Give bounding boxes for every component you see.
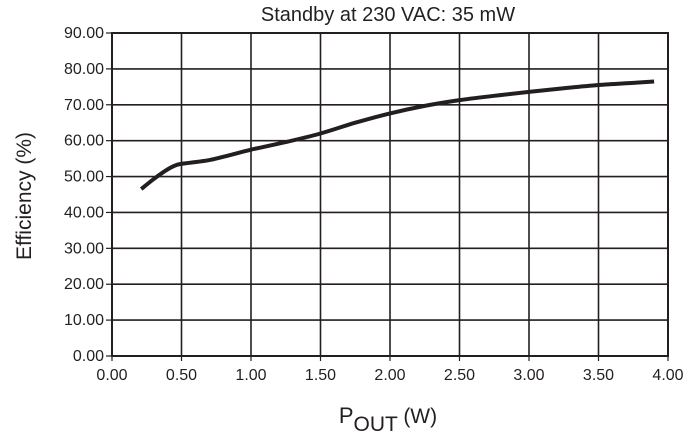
y-tick-labels: 0.00 10.00 20.00 30.00 40.00 50.00 60.00 70.00 8… [64, 25, 104, 365]
series-layer [139, 79, 655, 191]
y-tick-label: 90.00 [64, 25, 104, 42]
x-tick-label: 0.50 [166, 367, 197, 384]
y-tick-label: 80.00 [64, 61, 104, 78]
x-tick-label: 2.50 [444, 367, 475, 384]
axis-ticks [106, 32, 669, 361]
y-tick-label: 0.00 [73, 348, 104, 365]
x-tick-label: 2.00 [374, 367, 405, 384]
plot-area-frame [111, 32, 669, 357]
chart-title: Standby at 230 VAC: 35 mW [261, 4, 515, 26]
x-tick-label: 4.00 [652, 367, 683, 384]
grid-lines [111, 32, 669, 357]
x-tick-label: 3.00 [513, 367, 544, 384]
y-tick-label: 40.00 [64, 204, 104, 221]
y-tick-label: 10.00 [64, 312, 104, 329]
x-tick-label: 3.50 [583, 367, 614, 384]
x-tick-label: 1.00 [235, 367, 266, 384]
x-axis-label-unit: (W) [397, 405, 437, 428]
series-line-efficiency [139, 79, 655, 191]
x-tick-label: 1.50 [305, 367, 336, 384]
y-tick-label: 60.00 [64, 133, 104, 150]
x-axis-label: POUT (W) [339, 403, 437, 436]
x-tick-label: 0.00 [96, 367, 127, 384]
y-tick-label: 20.00 [64, 276, 104, 293]
y-tick-label: 50.00 [64, 169, 104, 186]
x-axis-label-subscript: OUT [354, 413, 399, 436]
y-tick-label: 30.00 [64, 240, 104, 257]
x-tick-labels: 0.00 0.50 1.00 1.50 2.00 2.50 3.00 3.50 4.00 [96, 367, 683, 384]
y-axis-label: Efficiency (%) [13, 132, 36, 260]
x-axis-label-main: P [339, 403, 354, 428]
y-tick-label: 70.00 [64, 97, 104, 114]
